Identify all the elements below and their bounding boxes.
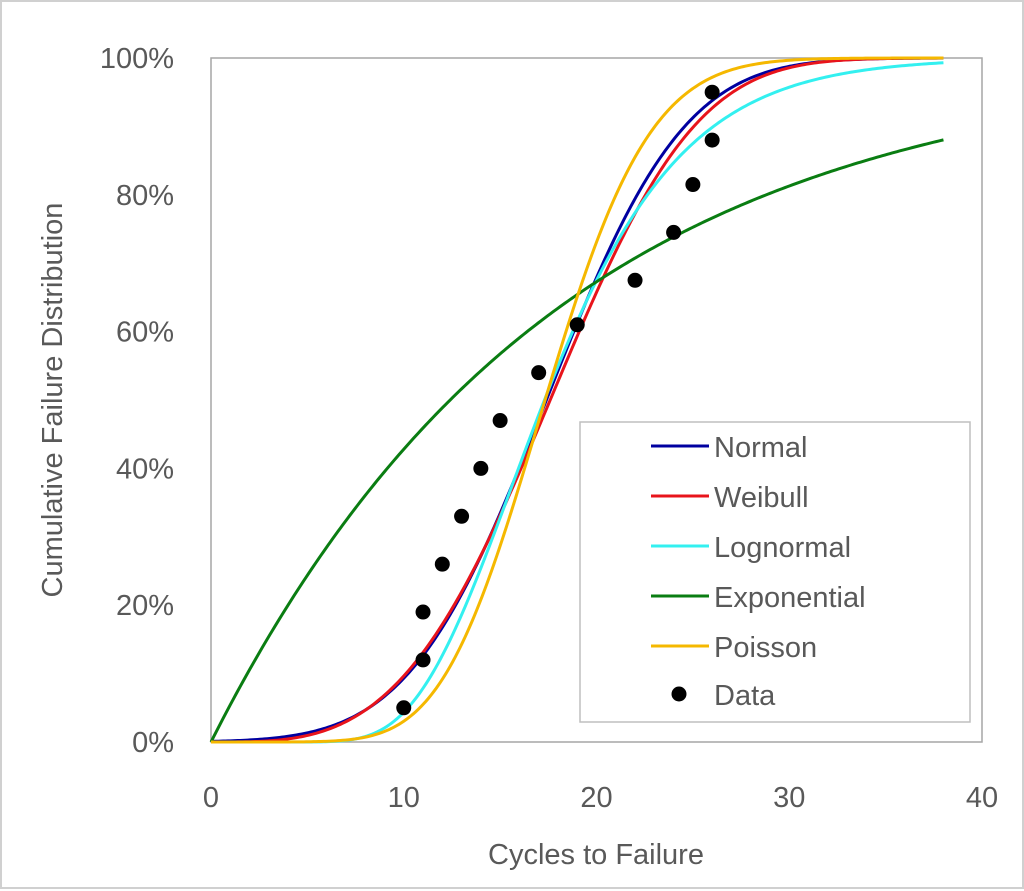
y-tick-label: 80%	[116, 180, 174, 212]
data-point	[531, 365, 547, 381]
x-tick-label: 40	[966, 782, 998, 814]
series-line-weibull	[211, 56, 944, 744]
legend-label: Normal	[714, 432, 807, 464]
legend-label: Poisson	[714, 632, 817, 664]
data-point	[685, 177, 701, 193]
x-tick-label: 20	[580, 782, 612, 814]
data-point	[396, 700, 412, 716]
legend-label: Lognormal	[714, 532, 851, 564]
data-point	[473, 460, 489, 476]
y-axis-label: Cumulative Failure Distribution	[37, 203, 69, 598]
data-point	[492, 413, 508, 429]
data-point	[627, 272, 643, 288]
y-tick-label: 60%	[116, 317, 174, 349]
y-tick-label: 20%	[116, 590, 174, 622]
legend-marker-data	[671, 686, 687, 702]
data-point	[415, 652, 431, 668]
legend-box	[579, 421, 971, 723]
y-tick-label: 0%	[132, 727, 174, 759]
data-point	[569, 317, 585, 333]
y-tick-label: 100%	[100, 43, 174, 75]
data-point	[454, 508, 470, 524]
data-point	[666, 224, 682, 240]
x-tick-label: 0	[203, 782, 219, 814]
series-line-poisson	[211, 56, 944, 744]
y-tick-label: 40%	[116, 453, 174, 485]
data-point	[704, 132, 720, 148]
x-tick-label: 10	[388, 782, 420, 814]
legend-label: Data	[714, 680, 776, 712]
data-point	[415, 604, 431, 620]
legend-label: Exponential	[714, 582, 866, 614]
plot-area-frame	[210, 57, 983, 743]
legend-label: Weibull	[714, 482, 809, 514]
x-tick-label: 30	[773, 782, 805, 814]
data-point	[434, 556, 450, 572]
x-axis-label: Cycles to Failure	[488, 839, 704, 871]
data-point	[704, 84, 720, 100]
